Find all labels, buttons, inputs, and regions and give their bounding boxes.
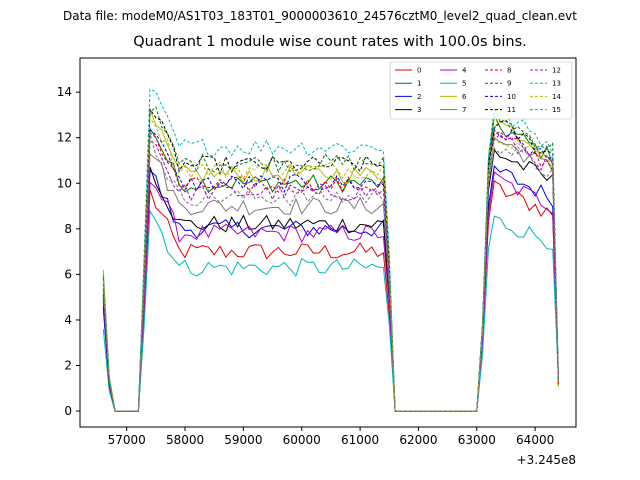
legend-label-0: 0 [417, 67, 421, 75]
x-tick-label: 60000 [283, 433, 321, 447]
series-line-8 [102, 131, 559, 412]
x-tick-label: 62000 [399, 433, 437, 447]
series-line-10 [102, 128, 559, 412]
legend-label-10: 10 [507, 93, 516, 101]
x-tick-label: 57000 [108, 433, 146, 447]
y-tick-label: 2 [64, 359, 72, 373]
y-tick-label: 10 [57, 176, 72, 190]
series-line-4 [102, 171, 559, 412]
legend-label-12: 12 [552, 67, 561, 75]
y-tick-label: 6 [64, 267, 72, 281]
legend-label-6: 6 [462, 93, 467, 101]
legend-label-7: 7 [462, 106, 466, 114]
series-line-13 [102, 88, 559, 412]
y-tick-label: 12 [57, 131, 72, 145]
y-tick-label: 0 [64, 404, 72, 418]
legend-box [389, 61, 573, 120]
series-line-3 [102, 148, 559, 412]
data-file-label: Data file: modeM0/AS1T03_183T01_90000036… [63, 9, 577, 23]
series-line-5 [102, 209, 559, 412]
legend-label-1: 1 [417, 80, 421, 88]
y-tick-label: 14 [57, 85, 72, 99]
x-tick-label: 64000 [516, 433, 554, 447]
x-tick-label: 58000 [166, 433, 204, 447]
legend-label-5: 5 [462, 80, 466, 88]
plot-frame [79, 57, 577, 428]
legend-label-9: 9 [507, 80, 511, 88]
legend-label-2: 2 [417, 93, 421, 101]
legend-label-8: 8 [507, 67, 511, 75]
x-offset-label: +3.245e8 [517, 453, 576, 467]
y-tick-label: 8 [64, 222, 72, 236]
x-tick-label: 63000 [458, 433, 496, 447]
x-tick-label: 59000 [224, 433, 262, 447]
x-tick-label: 61000 [341, 433, 379, 447]
legend-label-11: 11 [507, 106, 516, 114]
series-line-15 [102, 133, 559, 412]
legend-label-4: 4 [462, 67, 467, 75]
legend-label-15: 15 [552, 106, 561, 114]
legend-label-14: 14 [552, 93, 561, 101]
series-line-14 [102, 116, 559, 412]
chart-title: Quadrant 1 module wise count rates with … [133, 34, 527, 50]
legend-label-13: 13 [552, 80, 561, 88]
series-line-9 [102, 106, 559, 412]
y-tick-label: 4 [64, 313, 72, 327]
legend-label-3: 3 [417, 106, 421, 114]
series-line-6 [102, 109, 559, 412]
